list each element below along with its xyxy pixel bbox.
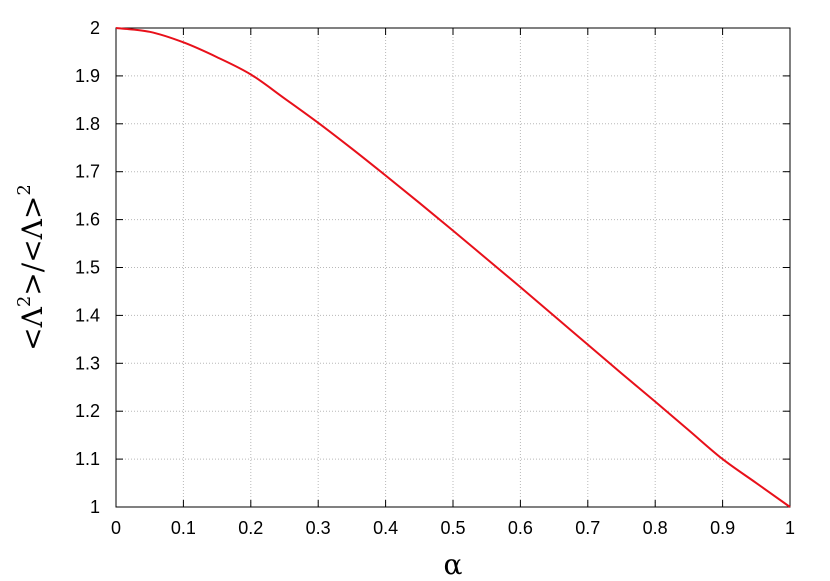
x-tick-label: 0.5 (440, 518, 465, 538)
x-tick-label: 0.2 (238, 518, 263, 538)
x-tick-label: 0.8 (643, 518, 668, 538)
y-axis-title-close-bracket: > (16, 196, 49, 219)
y-tick-label: 1.4 (75, 305, 100, 325)
x-axis-tick-labels: 0 0.1 0.2 0.3 0.4 0.5 0.6 0.7 0.8 0.9 1 (111, 518, 795, 538)
x-tick-label: 0.4 (373, 518, 398, 538)
x-tick-label: 1 (785, 518, 795, 538)
y-axis-title-superscript: 2 (14, 296, 35, 307)
y-tick-label: 1.9 (75, 66, 100, 86)
x-tick-label: 0.1 (171, 518, 196, 538)
y-tick-label: 1.7 (75, 162, 100, 182)
y-tick-label: 1.2 (75, 401, 100, 421)
x-tick-label: 0.9 (710, 518, 735, 538)
y-axis-tick-labels: 1 1.1 1.2 1.3 1.4 1.5 1.6 1.7 1.8 1.9 2 (75, 18, 100, 517)
y-tick-label: 2 (90, 18, 100, 38)
y-axis-title-superscript: 2 (14, 184, 35, 195)
y-tick-label: 1.8 (75, 114, 100, 134)
series-layer (115, 27, 791, 508)
y-tick-label: 1.6 (75, 210, 100, 230)
x-tick-label: 0 (111, 518, 121, 538)
y-axis-title-slash: / (16, 262, 49, 272)
y-tick-label: 1.5 (75, 258, 100, 278)
x-axis-title: α (444, 548, 463, 581)
x-tick-label: 0.6 (508, 518, 533, 538)
grid-lines (116, 28, 790, 507)
axis-ticks (115, 27, 791, 508)
x-tick-label: 0.3 (306, 518, 331, 538)
y-axis-title-open-bracket: < (16, 239, 49, 262)
series-line (115, 27, 791, 508)
x-tick-label: 0.7 (575, 518, 600, 538)
y-axis-title-close-bracket: > (16, 272, 49, 295)
y-tick-label: 1.3 (75, 353, 100, 373)
y-axis-title-lambda: Λ (16, 218, 49, 240)
y-axis-title-lambda: Λ (16, 306, 49, 328)
y-tick-label: 1.1 (75, 449, 100, 469)
y-axis-title: <Λ2>/<Λ>2 (14, 184, 49, 351)
y-tick-label: 1 (90, 497, 100, 517)
y-axis-title-open-bracket: < (16, 327, 49, 350)
